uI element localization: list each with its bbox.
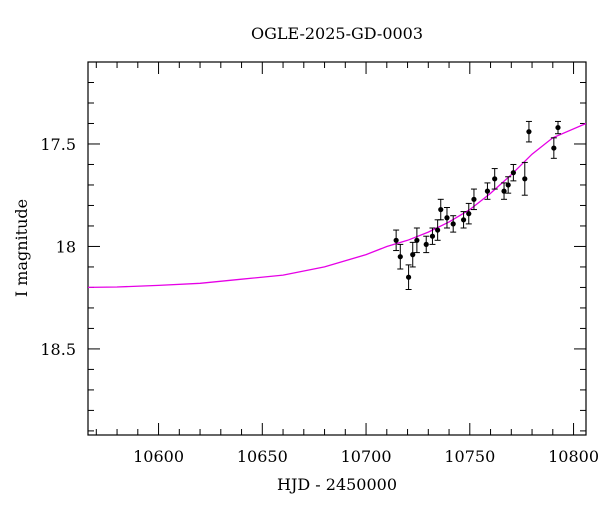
- x-axis-label: HJD - 2450000: [277, 475, 397, 494]
- point-marker: [397, 254, 403, 260]
- axis-ticks: [88, 61, 586, 435]
- data-point: [450, 215, 457, 233]
- x-tick-label: 10700: [341, 447, 392, 466]
- data-point: [434, 219, 441, 241]
- point-marker: [484, 188, 491, 194]
- point-marker: [466, 211, 472, 217]
- chart-title: OGLE-2025-GD-0003: [251, 24, 423, 43]
- data-point: [510, 163, 517, 182]
- point-marker: [492, 176, 498, 182]
- point-marker: [471, 196, 477, 202]
- point-marker: [405, 274, 412, 280]
- point-marker: [505, 182, 511, 188]
- data-point: [521, 161, 528, 196]
- data-point: [484, 182, 491, 200]
- data-point: [460, 211, 467, 229]
- data-point: [443, 207, 450, 229]
- data-point: [405, 264, 412, 290]
- point-marker: [429, 233, 436, 239]
- data-point: [409, 241, 416, 268]
- data-point: [393, 229, 400, 252]
- data-point: [525, 120, 532, 143]
- point-marker: [414, 237, 420, 243]
- point-marker: [526, 129, 532, 135]
- data-point: [437, 198, 444, 221]
- point-marker: [522, 176, 528, 182]
- model-curve: [88, 122, 586, 289]
- y-tick-label: 17.5: [40, 135, 76, 154]
- data-point: [429, 227, 436, 245]
- point-marker: [555, 124, 561, 131]
- point-marker: [410, 252, 416, 258]
- point-marker: [501, 188, 507, 194]
- axis-tick-labels: 10600 10650 10700 10750 10800 17.5 18 18.5: [40, 135, 599, 466]
- data-point: [397, 243, 404, 270]
- point-marker: [444, 215, 450, 221]
- data-point: [501, 182, 508, 200]
- plot-frame: [87, 61, 587, 436]
- point-marker: [510, 170, 516, 176]
- x-tick-label: 10650: [237, 447, 288, 466]
- point-marker: [435, 227, 441, 233]
- y-tick-label: 18: [56, 237, 76, 256]
- model-curve-layer: [88, 122, 586, 289]
- point-marker: [450, 221, 456, 227]
- point-marker: [423, 241, 429, 248]
- data-point: [550, 137, 557, 159]
- data-point: [413, 227, 420, 254]
- data-point: [470, 188, 477, 211]
- data-points-layer: [393, 120, 561, 290]
- data-point: [491, 168, 498, 190]
- y-axis-label: I magnitude: [12, 199, 31, 297]
- data-point: [465, 202, 472, 225]
- x-tick-label: 10800: [548, 447, 599, 466]
- point-marker: [393, 237, 399, 243]
- x-tick-label: 10600: [133, 447, 184, 466]
- y-tick-label: 18.5: [40, 340, 76, 359]
- point-marker: [460, 217, 467, 223]
- data-point: [554, 120, 561, 135]
- point-marker: [438, 206, 444, 213]
- data-point: [423, 235, 430, 254]
- point-marker: [551, 145, 557, 151]
- data-point: [505, 176, 512, 194]
- x-tick-label: 10750: [444, 447, 495, 466]
